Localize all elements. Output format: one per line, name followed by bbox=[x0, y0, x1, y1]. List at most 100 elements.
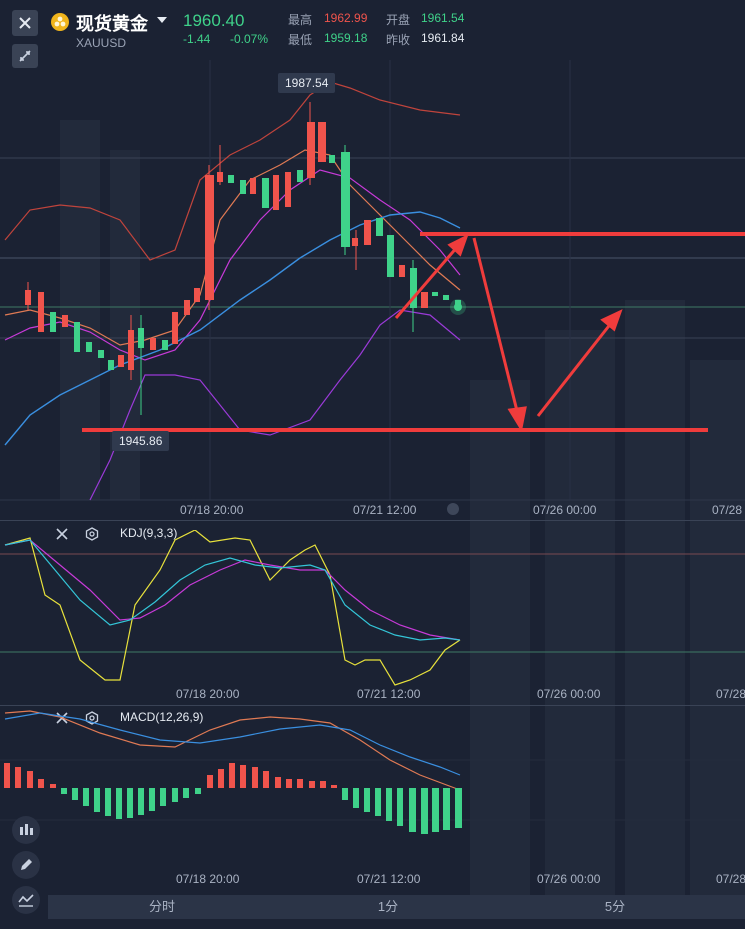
panel-divider bbox=[0, 705, 745, 706]
candle bbox=[74, 322, 80, 352]
low-value: 1959.18 bbox=[324, 31, 368, 45]
macd-bar bbox=[4, 763, 10, 788]
candle bbox=[240, 180, 246, 194]
candle bbox=[297, 170, 303, 182]
x-tick-label: 07/28 bbox=[716, 872, 745, 886]
candle bbox=[318, 122, 326, 162]
tab-timeline[interactable]: 分时 bbox=[148, 899, 175, 914]
candle bbox=[172, 312, 178, 344]
kdj-chart[interactable] bbox=[0, 530, 745, 700]
candle bbox=[307, 122, 315, 178]
candle bbox=[184, 300, 190, 315]
indicator-icon bbox=[18, 894, 34, 907]
high-callout: 1987.54 bbox=[278, 73, 336, 93]
x-tick-label: 07/18 20:00 bbox=[176, 872, 240, 886]
macd-bar bbox=[38, 779, 44, 788]
macd-bar bbox=[353, 788, 359, 808]
settings-icon[interactable] bbox=[85, 711, 99, 725]
candle bbox=[150, 338, 156, 350]
macd-bar bbox=[409, 788, 416, 832]
caret-down-icon[interactable] bbox=[157, 16, 167, 24]
candle bbox=[285, 172, 291, 207]
x-tick-label: 07/18 20:00 bbox=[180, 503, 244, 517]
macd-bar bbox=[342, 788, 348, 800]
macd-chart[interactable] bbox=[0, 705, 745, 875]
low-label: 最低 bbox=[288, 33, 313, 47]
instrument-title[interactable]: 现货黄金 bbox=[76, 14, 148, 34]
candle bbox=[387, 235, 394, 277]
kdj-k-line bbox=[4, 539, 461, 641]
ma-orange-line bbox=[4, 149, 461, 346]
ma-blue-line bbox=[4, 211, 461, 446]
macd-bar bbox=[94, 788, 100, 812]
macd-bar bbox=[83, 788, 89, 806]
macd-bar bbox=[50, 784, 56, 788]
price-change-pct: -0.07% bbox=[230, 32, 269, 46]
x-tick-label: 07/26 00:00 bbox=[537, 872, 601, 886]
macd-bar bbox=[218, 769, 224, 788]
live-price-dot bbox=[454, 303, 462, 311]
candle bbox=[194, 288, 200, 302]
x-tick-label: 07/21 12:00 bbox=[357, 872, 421, 886]
candle bbox=[352, 238, 358, 246]
macd-bar bbox=[105, 788, 111, 816]
macd-bar bbox=[364, 788, 370, 812]
price-change: -1.44 bbox=[183, 32, 211, 46]
macd-bar bbox=[397, 788, 403, 826]
candle bbox=[98, 350, 104, 358]
x-tick-label: 07/21 12:00 bbox=[357, 687, 421, 701]
tab-5min[interactable]: 5分 bbox=[604, 899, 626, 914]
x-tick-label: 07/21 12:00 bbox=[353, 503, 417, 517]
macd-bar bbox=[116, 788, 122, 819]
scroll-handle[interactable] bbox=[447, 503, 459, 515]
candle bbox=[108, 360, 114, 370]
settings-icon[interactable] bbox=[85, 527, 99, 541]
draw-tool-button[interactable] bbox=[12, 851, 40, 879]
collapse-button[interactable] bbox=[12, 44, 38, 68]
candles-icon bbox=[20, 824, 33, 835]
close-button[interactable] bbox=[12, 10, 38, 36]
x-tick-label: 07/26 00:00 bbox=[537, 687, 601, 701]
forecast-arrows bbox=[394, 233, 623, 433]
close-icon[interactable] bbox=[56, 528, 68, 540]
low-callout: 1945.86 bbox=[112, 431, 170, 451]
open-label: 开盘 bbox=[386, 13, 411, 27]
candle bbox=[329, 155, 335, 163]
tab-1min[interactable]: 1分 bbox=[377, 899, 399, 914]
candle bbox=[364, 220, 371, 245]
macd-bar bbox=[455, 788, 462, 828]
macd-bar bbox=[297, 779, 303, 788]
macd-bar bbox=[443, 788, 450, 830]
candle bbox=[62, 315, 68, 327]
timeframe-tabbar bbox=[48, 895, 745, 919]
x-tick-label: 07/26 00:00 bbox=[533, 503, 597, 517]
high-value: 1962.99 bbox=[324, 11, 368, 25]
macd-bar bbox=[149, 788, 155, 811]
open-value: 1961.54 bbox=[421, 11, 465, 25]
prev-close-value: 1961.84 bbox=[421, 31, 465, 45]
macd-bar bbox=[320, 781, 326, 788]
macd-dif-line bbox=[4, 710, 461, 791]
macd-dea-line bbox=[4, 712, 461, 776]
macd-bar bbox=[207, 775, 213, 788]
macd-bar bbox=[275, 777, 281, 788]
macd-bar bbox=[331, 785, 337, 788]
high-label: 最高 bbox=[288, 13, 313, 27]
candle bbox=[250, 178, 256, 194]
indicator-tool-button[interactable] bbox=[12, 886, 40, 914]
candle bbox=[376, 218, 383, 236]
macd-bar bbox=[252, 767, 258, 788]
candles-tool-button[interactable] bbox=[12, 816, 40, 844]
panel-divider bbox=[0, 520, 745, 521]
candle bbox=[50, 312, 56, 332]
main-candlestick-chart[interactable] bbox=[0, 60, 745, 520]
collapse-arrows-icon bbox=[19, 50, 31, 62]
macd-bar bbox=[195, 788, 201, 794]
boll-lower-line bbox=[89, 309, 461, 501]
macd-bar bbox=[229, 763, 235, 788]
kdj-j-line bbox=[4, 530, 461, 686]
macd-bar bbox=[386, 788, 392, 821]
instrument-symbol: XAUUSD bbox=[76, 36, 127, 50]
macd-histogram bbox=[4, 763, 462, 834]
